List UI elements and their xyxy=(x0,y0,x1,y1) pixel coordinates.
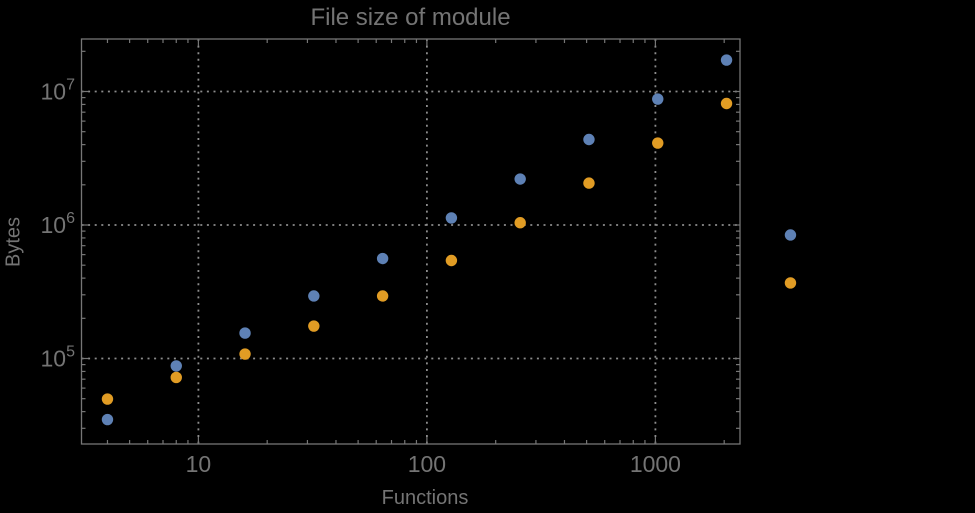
data-point-series-2-orange xyxy=(514,217,526,229)
data-point-series-1-blue xyxy=(308,290,320,302)
data-point-series-2-orange xyxy=(652,137,664,149)
data-point-series-1-blue xyxy=(445,212,458,224)
data-point-series-2-orange xyxy=(170,371,182,384)
chart-title: File size of module xyxy=(310,4,511,31)
data-point-series-1-blue xyxy=(720,54,733,66)
data-point-series-1-blue xyxy=(101,413,114,426)
y-tick-label: 105 xyxy=(41,344,76,372)
plot-frame xyxy=(80,38,741,445)
data-point-series-2-orange xyxy=(445,254,458,267)
y-tick-label: 107 xyxy=(41,77,76,105)
y-axis-label: Bytes xyxy=(2,216,25,268)
data-point-series-2-orange xyxy=(376,290,389,302)
data-point-series-2-orange xyxy=(239,348,251,360)
data-point-series-1-blue xyxy=(239,327,251,339)
data-point-series-1-blue xyxy=(652,93,664,105)
x-tick-label: 100 xyxy=(408,451,446,477)
data-point-series-2-orange xyxy=(308,320,320,332)
data-point-series-2-orange xyxy=(784,277,797,289)
data-point-series-2-orange xyxy=(720,97,733,110)
y-tick-label: 106 xyxy=(41,210,76,238)
x-tick-label: 10 xyxy=(186,451,212,477)
data-point-series-1-blue xyxy=(170,360,182,372)
data-point-series-1-blue xyxy=(376,252,389,265)
data-point-series-1-blue xyxy=(583,133,595,146)
x-tick-label: 1000 xyxy=(630,451,681,477)
data-point-series-1-blue xyxy=(514,173,526,185)
x-axis-label: Functions xyxy=(381,487,469,509)
data-point-series-2-orange xyxy=(583,177,595,189)
data-point-series-2-orange xyxy=(101,393,114,405)
data-point-series-1-blue xyxy=(784,229,797,241)
